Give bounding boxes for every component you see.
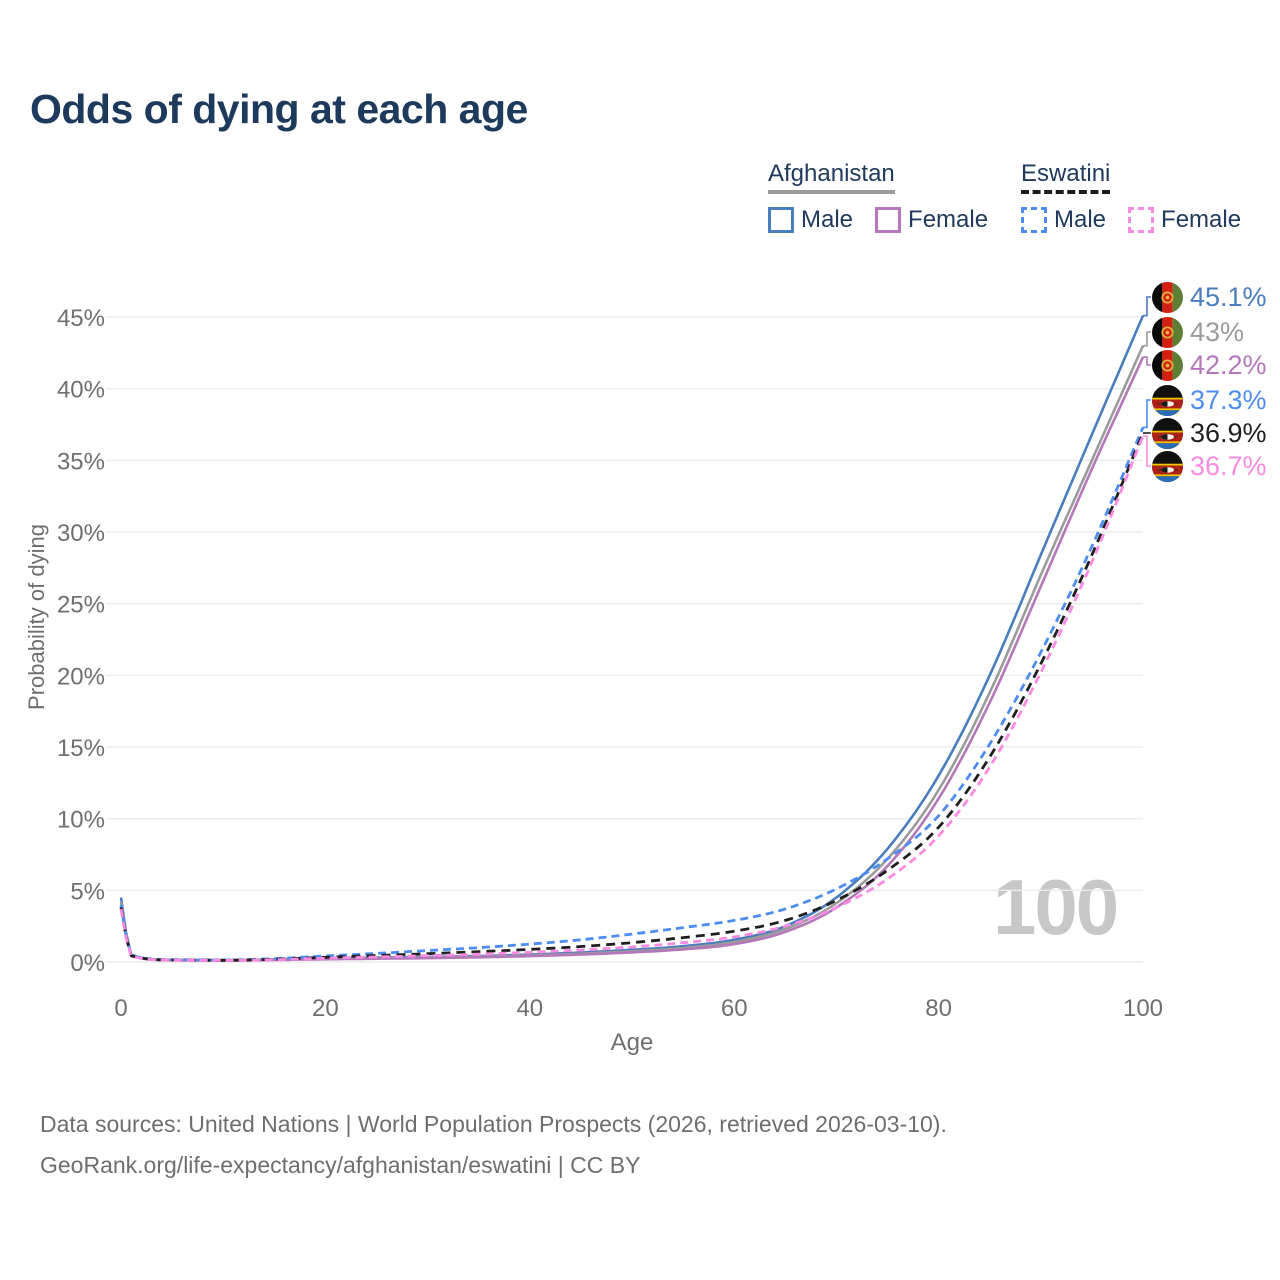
eswatini-male-swatch-icon: [1021, 207, 1047, 233]
eswatini-flag-icon: [1152, 450, 1183, 482]
end-value-text: 42.2%: [1190, 349, 1267, 380]
x-tick-label: 60: [721, 995, 748, 1022]
legend-group-eswatini: Eswatini Male Female: [1021, 160, 1241, 234]
y-tick-label: 0%: [70, 950, 105, 977]
legend-item-label: Male: [801, 206, 854, 233]
end-label-eswatini-5: 36.7%: [1152, 450, 1267, 482]
y-tick-label: 5%: [70, 878, 105, 905]
end-label-afghanistan-1: 43%: [1152, 316, 1245, 348]
legend-group-afghanistan: Afghanistan Male Female: [768, 160, 988, 234]
end-value-text: 43%: [1190, 316, 1245, 347]
afghanistan-male-swatch-icon: [768, 207, 794, 233]
end-label-connector: [1143, 356, 1151, 366]
legend-item-label: Male: [1054, 206, 1107, 233]
afghanistan-flag-icon: [1152, 349, 1183, 381]
end-value-text: 45.1%: [1190, 281, 1267, 312]
end-label-connector: [1143, 296, 1151, 317]
y-axis-title: Probability of dying: [24, 524, 49, 710]
end-value-text: 37.3%: [1190, 384, 1267, 415]
hover-age-watermark: 100: [993, 863, 1119, 951]
eswatini-female-swatch-icon: [1128, 207, 1155, 233]
y-tick-label: 45%: [57, 305, 105, 332]
data-source-footer: Data sources: United Nations | World Pop…: [40, 1104, 947, 1186]
series-line-eswatini-both-sexes[interactable]: [119, 432, 1145, 962]
series-line-afghanistan-male[interactable]: [119, 315, 1145, 962]
end-value-text: 36.9%: [1190, 417, 1267, 448]
legend-underline-eswatini: [1021, 190, 1111, 194]
y-tick-label: 20%: [57, 663, 105, 690]
y-tick-label: 35%: [57, 448, 105, 475]
end-label-afghanistan-0: 45.1%: [1152, 281, 1267, 313]
legend-item-label: Female: [1161, 206, 1242, 233]
end-value-text: 36.7%: [1190, 450, 1267, 481]
end-label-connector: [1143, 399, 1151, 429]
afghanistan-flag-icon: [1152, 281, 1183, 313]
footer-sources-line: Data sources: United Nations | World Pop…: [40, 1111, 947, 1137]
legend-item-eswatini-female[interactable]: Female: [1128, 206, 1241, 234]
series-line-eswatini-female[interactable]: [119, 435, 1145, 962]
legend-country-afghanistan[interactable]: Afghanistan: [768, 160, 895, 197]
end-label-connector: [1143, 435, 1151, 467]
legend-country-eswatini-label: Eswatini: [1021, 160, 1111, 187]
x-tick-label: 40: [516, 995, 543, 1022]
legend-country-eswatini[interactable]: Eswatini: [1021, 160, 1111, 197]
x-axis-title: Age: [611, 1029, 654, 1056]
y-tick-label: 30%: [57, 520, 105, 547]
legend-underline-afghanistan: [768, 190, 895, 194]
end-label-eswatini-4: 36.9%: [1152, 417, 1267, 449]
legend-item-eswatini-male[interactable]: Male: [1021, 206, 1106, 234]
legend-item-afghanistan-female[interactable]: Female: [875, 206, 988, 234]
end-label-connector: [1143, 331, 1151, 347]
x-tick-label: 0: [114, 995, 127, 1022]
y-tick-label: 10%: [57, 807, 105, 834]
y-tick-label: 25%: [57, 592, 105, 619]
x-tick-label: 80: [925, 995, 952, 1022]
legend-item-afghanistan-male[interactable]: Male: [768, 206, 853, 234]
page-title: Odds of dying at each age: [30, 86, 528, 132]
legend-item-label: Female: [908, 206, 989, 233]
footer-url-line: GeoRank.org/life-expectancy/afghanistan/…: [40, 1152, 641, 1178]
y-tick-label: 15%: [57, 735, 105, 762]
afghanistan-flag-icon: [1152, 316, 1183, 348]
end-label-eswatini-3: 37.3%: [1152, 384, 1267, 416]
eswatini-flag-icon: [1152, 417, 1183, 449]
series-line-afghanistan-both-sexes[interactable]: [119, 345, 1145, 962]
y-tick-label: 40%: [57, 377, 105, 404]
series-line-eswatini-male[interactable]: [119, 426, 1145, 962]
x-tick-label: 100: [1123, 995, 1163, 1022]
afghanistan-female-swatch-icon: [875, 207, 902, 233]
legend-country-afghanistan-label: Afghanistan: [768, 160, 895, 187]
end-label-afghanistan-2: 42.2%: [1152, 349, 1267, 381]
x-tick-label: 20: [312, 995, 339, 1022]
eswatini-flag-icon: [1152, 384, 1183, 416]
series-line-afghanistan-female[interactable]: [119, 356, 1145, 962]
